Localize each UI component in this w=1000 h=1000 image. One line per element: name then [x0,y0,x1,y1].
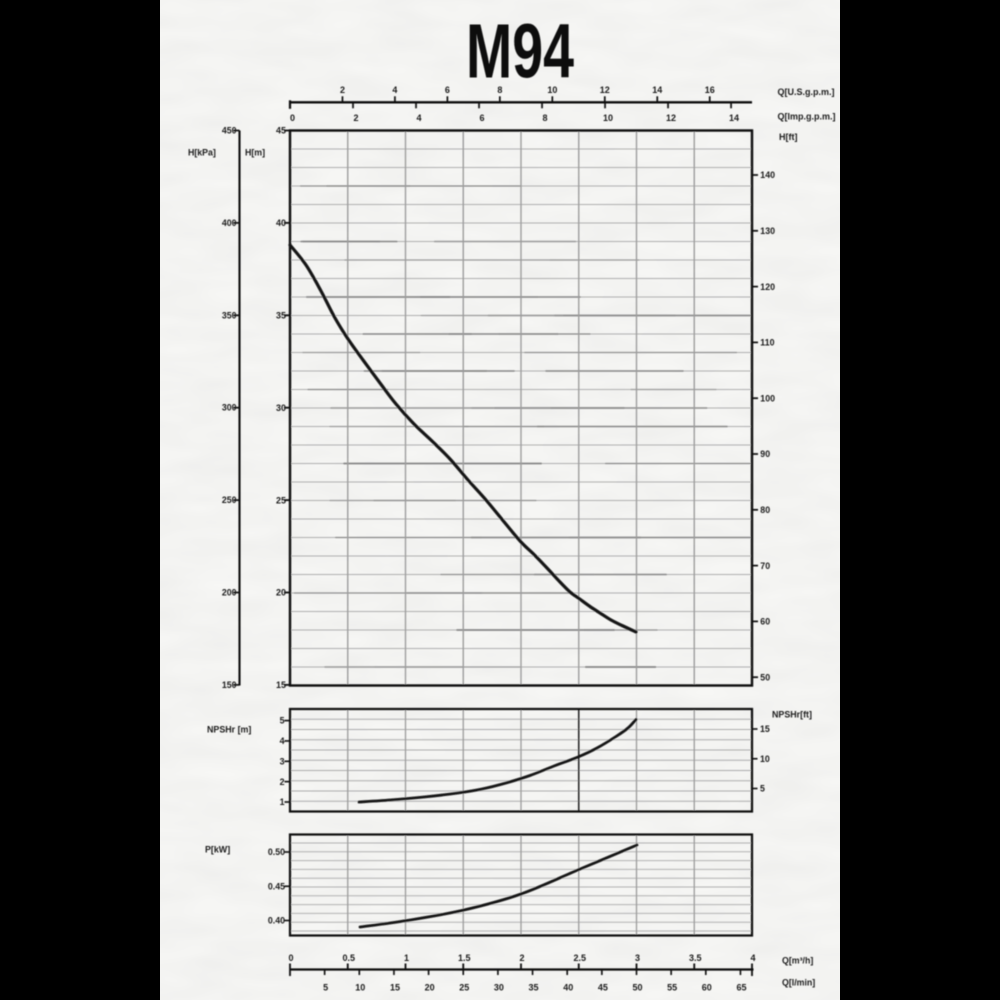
svg-text:0.5: 0.5 [342,953,355,963]
svg-text:250: 250 [222,495,237,505]
svg-text:NPSHr[ft]: NPSHr[ft] [772,710,812,720]
svg-text:140: 140 [760,170,775,180]
svg-text:2: 2 [280,777,285,787]
svg-text:P[kW]: P[kW] [205,845,230,855]
svg-text:30: 30 [494,983,504,993]
svg-text:H[m]: H[m] [245,148,265,158]
svg-text:8: 8 [543,113,548,123]
svg-text:200: 200 [222,588,237,598]
svg-text:0.45: 0.45 [268,881,285,891]
svg-text:50: 50 [760,672,770,682]
svg-text:5: 5 [760,784,765,794]
svg-text:Q[l/min]: Q[l/min] [782,978,815,988]
svg-text:35: 35 [529,983,539,993]
svg-text:30: 30 [276,403,286,413]
svg-text:130: 130 [760,226,775,236]
svg-text:25: 25 [459,983,469,993]
svg-text:20: 20 [276,588,286,598]
svg-text:4: 4 [392,85,397,95]
svg-text:14: 14 [729,113,739,123]
svg-text:0.50: 0.50 [268,847,285,857]
svg-text:1.5: 1.5 [458,953,471,963]
svg-text:Q[m³/h]: Q[m³/h] [782,956,813,966]
svg-text:40: 40 [563,983,573,993]
svg-text:45: 45 [276,126,286,136]
svg-text:1: 1 [280,797,285,807]
svg-text:45: 45 [598,983,608,993]
svg-text:1: 1 [404,953,409,963]
svg-text:55: 55 [667,983,677,993]
svg-text:6: 6 [445,85,450,95]
svg-text:Q[Imp.g.p.m.]: Q[Imp.g.p.m.] [778,112,836,122]
svg-text:5: 5 [280,716,285,726]
svg-text:10: 10 [760,754,770,764]
svg-text:400: 400 [222,218,237,228]
svg-text:15: 15 [760,724,770,734]
svg-text:65: 65 [736,983,746,993]
svg-text:2: 2 [519,953,524,963]
svg-text:4: 4 [750,953,755,963]
svg-text:70: 70 [760,561,770,571]
svg-text:10: 10 [355,983,365,993]
svg-text:80: 80 [760,505,770,515]
svg-text:H[ft]: H[ft] [779,132,798,142]
svg-text:8: 8 [497,85,502,95]
svg-text:5: 5 [323,983,328,993]
svg-text:35: 35 [276,311,286,321]
svg-text:3: 3 [280,756,285,766]
svg-text:4: 4 [417,113,422,123]
svg-text:40: 40 [276,218,286,228]
svg-text:3: 3 [635,953,640,963]
svg-text:12: 12 [666,113,676,123]
svg-text:2: 2 [354,113,359,123]
svg-text:2.5: 2.5 [573,953,586,963]
svg-text:110: 110 [760,338,774,348]
svg-text:20: 20 [425,983,435,993]
svg-text:M94: M94 [466,9,574,95]
svg-text:100: 100 [760,393,775,403]
svg-text:10: 10 [547,85,557,95]
svg-text:4: 4 [280,736,285,746]
svg-text:450: 450 [222,126,237,136]
svg-text:0.40: 0.40 [268,916,285,926]
svg-text:150: 150 [222,680,237,690]
svg-text:2: 2 [340,85,345,95]
svg-text:H[kPa]: H[kPa] [188,148,216,158]
svg-text:Q[U.S.g.p.m.]: Q[U.S.g.p.m.] [778,87,835,97]
svg-text:14: 14 [652,85,662,95]
svg-text:50: 50 [632,983,642,993]
svg-text:60: 60 [702,983,712,993]
svg-text:15: 15 [276,680,286,690]
svg-text:60: 60 [760,617,770,627]
svg-text:6: 6 [480,113,485,123]
svg-text:300: 300 [222,403,237,413]
svg-text:350: 350 [222,310,237,320]
svg-text:15: 15 [390,983,400,993]
svg-text:25: 25 [276,495,286,505]
svg-text:0: 0 [288,953,293,963]
svg-text:3.5: 3.5 [689,953,702,963]
svg-text:12: 12 [600,85,610,95]
svg-text:0: 0 [290,113,295,123]
svg-text:120: 120 [760,282,775,292]
svg-text:10: 10 [603,113,613,123]
svg-text:16: 16 [705,85,715,95]
svg-text:90: 90 [760,449,770,459]
svg-text:NPSHr [m]: NPSHr [m] [207,725,251,735]
